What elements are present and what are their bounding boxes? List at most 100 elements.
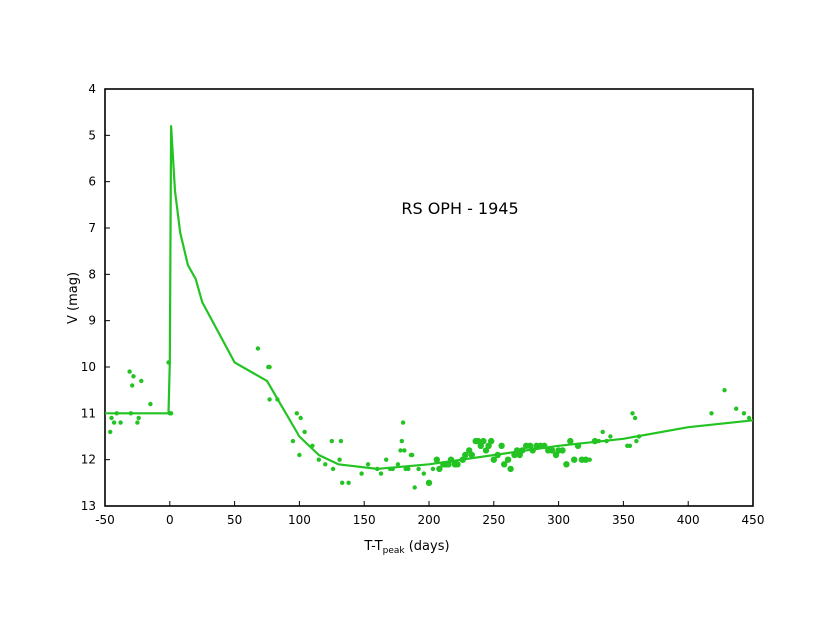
observation-point <box>634 438 639 444</box>
observation-point <box>399 438 404 444</box>
observation-point <box>412 485 417 490</box>
observation-point <box>504 456 512 463</box>
observation-point <box>406 466 411 472</box>
observation-point <box>297 452 302 458</box>
observation-point <box>436 465 443 473</box>
y-axis-label: V (mag) <box>66 272 81 324</box>
observation-point <box>255 346 261 351</box>
observation-point <box>485 442 492 449</box>
x-tick-label: 400 <box>677 513 700 527</box>
observation-point <box>433 456 440 463</box>
observation-point <box>459 456 466 463</box>
observation-point <box>267 364 272 370</box>
observation-point <box>529 447 536 454</box>
x-axis-label: T-Tpeak (days) <box>363 539 449 556</box>
observation-point <box>477 442 484 449</box>
observation-point <box>632 415 638 421</box>
observation-point <box>127 369 132 374</box>
observation-point <box>559 447 566 454</box>
observation-point <box>571 456 578 463</box>
observation-point <box>462 451 469 459</box>
model-light-curve-line <box>105 124 754 470</box>
observation-point <box>608 434 613 439</box>
observation-point <box>746 415 752 421</box>
observation-point <box>136 415 141 421</box>
x-tick-label: 250 <box>482 513 505 527</box>
x-tick-label: 50 <box>227 513 242 527</box>
observation-point <box>402 448 407 453</box>
observation-point <box>290 438 296 444</box>
observation-point <box>294 411 299 416</box>
observation-point <box>494 451 501 459</box>
observation-point <box>548 447 556 454</box>
observation-point <box>323 462 328 467</box>
y-tick-label: 11 <box>81 406 96 420</box>
observation-point <box>425 479 433 486</box>
observation-point <box>395 462 401 467</box>
observation-point <box>359 471 364 476</box>
observation-point <box>722 388 727 393</box>
observation-point <box>114 411 119 416</box>
observation-point <box>338 438 344 444</box>
observation-point <box>316 457 321 462</box>
observation-point <box>267 397 272 402</box>
observation-point <box>410 452 415 458</box>
observation-point <box>582 456 589 463</box>
observation-point <box>488 437 495 445</box>
observation-point <box>480 437 487 445</box>
observation-point <box>630 411 635 416</box>
observation-point <box>591 437 599 445</box>
y-tick-label: 13 <box>81 499 96 513</box>
observation-point <box>498 442 505 449</box>
x-tick-label: -50 <box>95 513 115 527</box>
observation-point <box>627 443 633 448</box>
observation-point <box>340 480 345 485</box>
x-axis-label-main: T-T <box>363 539 382 554</box>
observation-point <box>574 442 582 449</box>
observation-point <box>454 461 461 468</box>
y-tick-label: 12 <box>81 453 96 467</box>
observation-point <box>541 442 548 449</box>
observation-point <box>507 465 514 473</box>
observation-point <box>400 420 406 425</box>
observation-point <box>130 383 135 388</box>
observation-point <box>587 457 592 462</box>
observation-point <box>519 447 526 454</box>
y-tick-label: 8 <box>88 267 96 281</box>
x-tick-label: 150 <box>353 513 376 527</box>
observation-point <box>139 378 144 384</box>
y-tick-label: 7 <box>88 221 96 235</box>
y-tick-label: 5 <box>88 128 96 142</box>
observation-point <box>741 411 747 416</box>
observation-point <box>734 406 739 411</box>
observation-point <box>636 434 642 439</box>
x-tick-label: 450 <box>742 513 765 527</box>
observation-point <box>298 415 303 421</box>
observation-point <box>567 437 574 445</box>
series-layer <box>105 124 754 490</box>
observation-point <box>416 466 421 472</box>
observation-point <box>490 456 497 463</box>
observation-point <box>275 397 280 402</box>
observation-point <box>375 466 380 472</box>
observation-point <box>111 420 117 425</box>
x-tick-label: 0 <box>166 513 174 527</box>
observation-point <box>596 438 601 444</box>
observation-point <box>330 466 336 472</box>
observation-point <box>148 401 153 407</box>
y-tick-label: 4 <box>88 82 96 96</box>
observation-point <box>329 438 334 444</box>
observation-point <box>390 466 395 472</box>
observation-point <box>108 429 113 435</box>
observation-point <box>131 374 136 379</box>
observation-point <box>168 411 174 416</box>
observation-point <box>365 462 371 467</box>
x-tick-label: 350 <box>612 513 635 527</box>
observation-point <box>166 360 171 365</box>
observation-point <box>337 457 342 462</box>
plot-frame <box>104 88 754 507</box>
observation-point <box>709 411 714 416</box>
observation-point <box>118 420 123 425</box>
x-axis-label-tail: (days) <box>405 539 450 554</box>
